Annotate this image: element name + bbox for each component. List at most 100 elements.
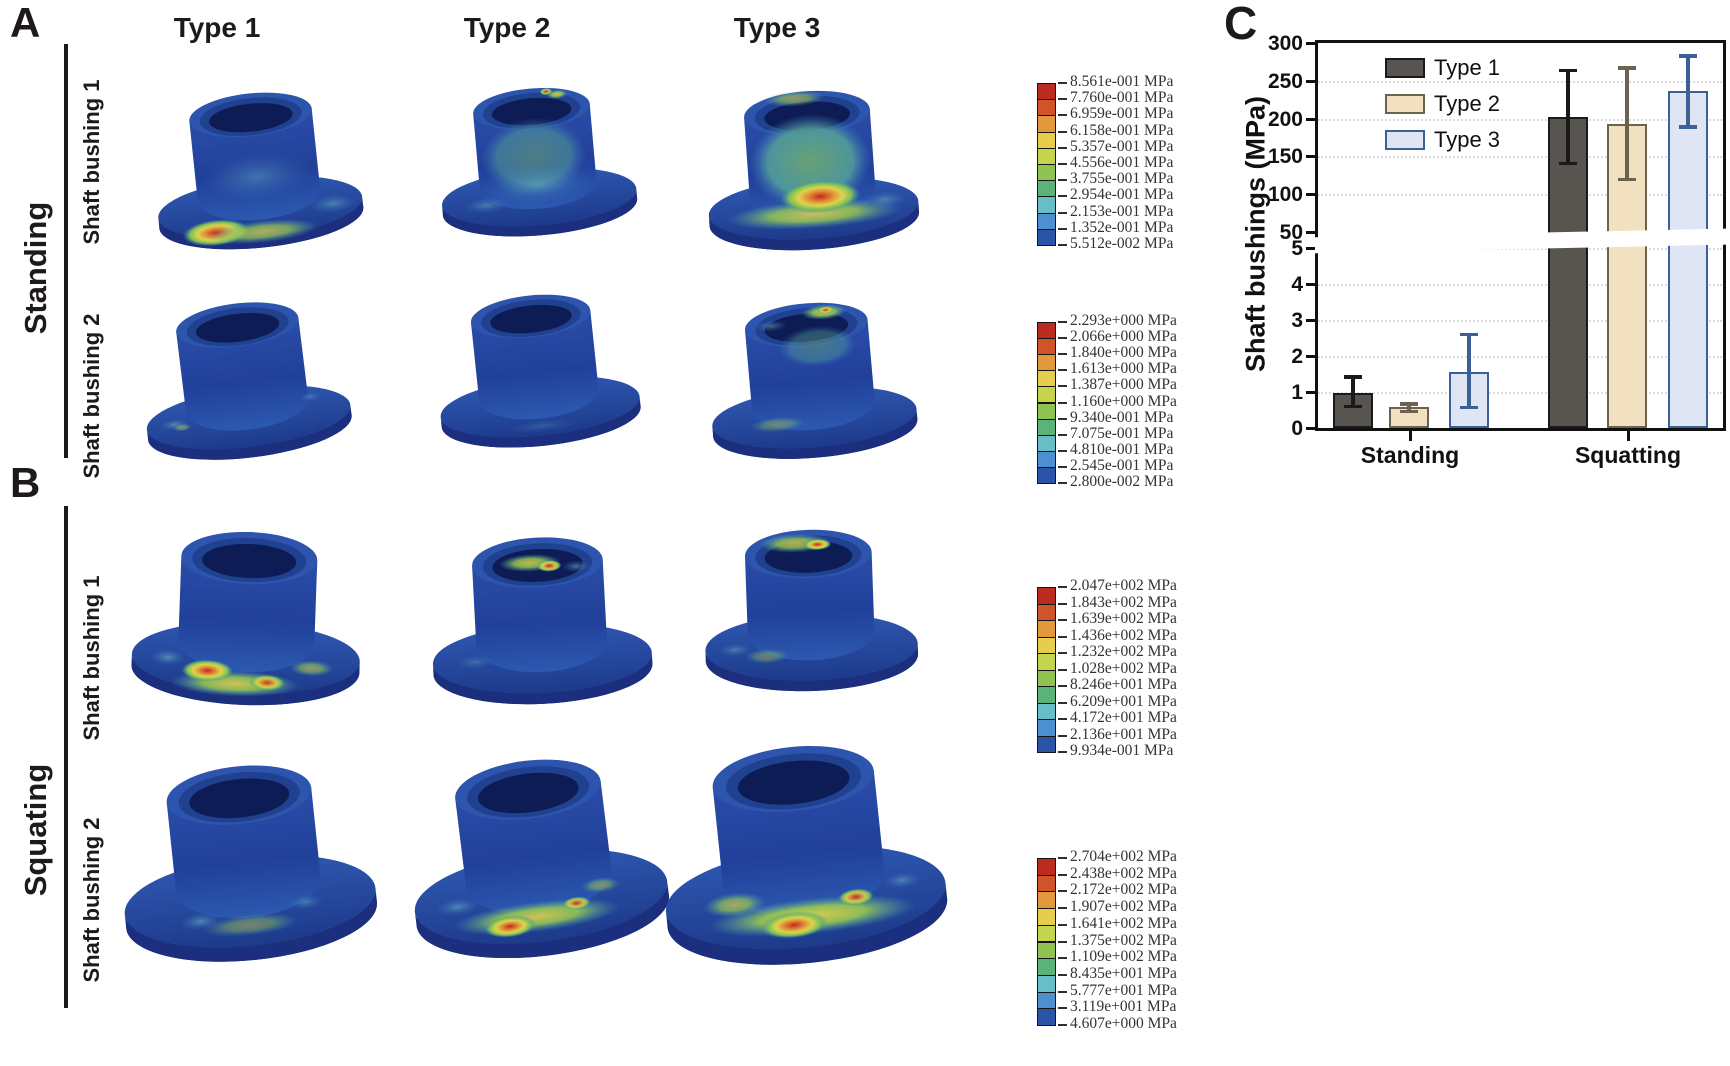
fea-bushing-render (158, 92, 364, 250)
model-squating-bushing2-type3 (645, 712, 955, 974)
chart-gridline (1318, 80, 1722, 83)
model-squating-bushing1-type3 (675, 500, 945, 705)
colorbar-standing-shaft-bushing-1-block (1037, 147, 1056, 165)
colorbar-squating-shaft-bushing-1-block (1037, 702, 1056, 720)
y-tick-label: 250 (1267, 69, 1303, 93)
y-tick-label: 5 (1291, 237, 1303, 260)
colorbar-standing-shaft-bushing-1-block (1037, 83, 1056, 101)
error-bar-squatting-type-3-cap-top (1679, 54, 1697, 58)
column-header-type-2: Type 2 (463, 12, 551, 43)
bar-squatting-type-1 (1548, 117, 1588, 428)
legend-label-type-3: Type 3 (1434, 127, 1501, 152)
panel-b-row-label-1: Shaft bushing 1 (79, 575, 104, 741)
colorbar-standing-shaft-bushing-2-label: 2.545e-001 MPa (1070, 456, 1174, 474)
colorbar-standing-shaft-bushing-1-tick (1058, 130, 1067, 133)
y-tick-label: 4 (1291, 273, 1303, 296)
error-bar-squatting-type-2-cap-bottom (1618, 177, 1636, 182)
colorbar-standing-shaft-bushing-1-block (1037, 228, 1056, 246)
error-bar-squatting-type-1-cap-top (1559, 68, 1577, 73)
colorbar-standing-shaft-bushing-1-block (1037, 180, 1056, 198)
fea-bushing-render (414, 759, 669, 959)
colorbar-standing-shaft-bushing-1-label: 6.158e-001 MPa (1070, 121, 1174, 139)
colorbar-squating-shaft-bushing-2-block (1037, 941, 1056, 960)
colorbar-standing-shaft-bushing-1-block (1037, 99, 1056, 117)
colorbar-standing-shaft-bushing-1-tick (1058, 227, 1067, 230)
y-tick (1306, 79, 1315, 83)
error-bar-standing-type-3 (1467, 334, 1471, 408)
panel-b-marker: B (10, 459, 41, 506)
colorbar-standing-shaft-bushing-1-block (1037, 212, 1056, 230)
colorbar-standing-shaft-bushing-1-label: 2.153e-001 MPa (1070, 202, 1174, 220)
colorbar-standing-shaft-bushing-2-block (1037, 402, 1056, 420)
y-tick (1306, 283, 1315, 286)
y-axis-label: Shaft bushings (MPa) (1240, 96, 1271, 372)
model-standing-bushing1-type1 (130, 55, 380, 260)
y-tick-label: 2 (1291, 345, 1303, 368)
colorbar-squating-shaft-bushing-1-tick (1058, 586, 1067, 588)
colorbar-squating-shaft-bushing-2-label: 8.435e+001 MPa (1070, 964, 1177, 982)
colorbar-standing-shaft-bushing-2-label: 2.066e+000 MPa (1070, 328, 1177, 346)
colorbar-standing-shaft-bushing-1-block (1037, 164, 1056, 182)
error-bar-standing-type-3-cap-bottom (1460, 405, 1478, 410)
legend-label-type-1: Type 1 (1434, 55, 1501, 80)
colorbar-squating-shaft-bushing-2-tick (1058, 940, 1067, 943)
colorbar-standing-shaft-bushing-2-label: 1.160e+000 MPa (1070, 392, 1177, 410)
colorbar-squating-shaft-bushing-2-label: 1.641e+002 MPa (1070, 914, 1177, 932)
colorbar-standing-shaft-bushing-2-label: 1.840e+000 MPa (1070, 344, 1177, 362)
legend-swatch-type-3 (1385, 130, 1425, 150)
x-tick (1626, 431, 1630, 441)
colorbar-squating-shaft-bushing-2-tick (1058, 1007, 1067, 1010)
colorbar-squating-shaft-bushing-2-tick (1058, 907, 1067, 910)
colorbar-squating-shaft-bushing-1-label: 1.639e+002 MPa (1070, 610, 1177, 627)
y-tick (1306, 193, 1315, 197)
colorbar-squating-shaft-bushing-1-block (1037, 735, 1056, 753)
colorbar-squating-shaft-bushing-2-block (1037, 891, 1056, 910)
model-standing-bushing1-type3 (685, 52, 935, 262)
panel-a-marker: A (10, 0, 41, 46)
colorbar-standing-shaft-bushing-2-tick (1058, 369, 1067, 372)
chart-top-spine (1315, 40, 1726, 43)
colorbar-squating-shaft-bushing-1-block (1037, 620, 1056, 638)
colorbar-squating-shaft-bushing-2-block (1037, 924, 1056, 943)
colorbar-squating-shaft-bushing-2-label: 4.607e+000 MPa (1070, 1015, 1177, 1032)
colorbar-standing-shaft-bushing-2-block (1037, 370, 1056, 388)
panel-a-row-label-1: Shaft bushing 1 (79, 79, 104, 245)
fea-bushing-render (712, 302, 918, 459)
colorbar-squating-shaft-bushing-1-label: 2.136e+001 MPa (1070, 725, 1177, 743)
colorbar-squating-shaft-bushing-2-block (1037, 974, 1056, 993)
colorbar-standing-shaft-bushing-2-block (1037, 338, 1056, 356)
colorbar-squating-shaft-bushing-1-tick (1058, 685, 1067, 687)
colorbar-standing-shaft-bushing-2-label: 2.800e-002 MPa (1070, 473, 1174, 490)
y-tick (1306, 391, 1315, 394)
colorbar-squating-shaft-bushing-2-block (1037, 1008, 1056, 1026)
colorbar-standing-shaft-bushing-1-block (1037, 131, 1056, 149)
colorbar-squating-shaft-bushing-2-label: 1.109e+002 MPa (1070, 948, 1177, 966)
colorbar-standing-shaft-bushing-2-label: 1.613e+000 MPa (1070, 360, 1177, 378)
chart-gridline (1318, 118, 1722, 121)
colorbar-standing-shaft-bushing-2-tick (1058, 385, 1067, 388)
colorbar-standing-shaft-bushing-2-tick (1058, 482, 1067, 484)
model-squating-bushing2-type1 (105, 735, 385, 970)
model-squating-bushing1-type2 (415, 500, 665, 725)
panel-b-row-label-2: Shaft bushing 2 (79, 817, 104, 983)
fea-bushing-render (440, 294, 641, 448)
colorbar-standing-shaft-bushing-1-tick (1058, 211, 1067, 214)
error-bar-standing-type-1 (1351, 376, 1355, 407)
colorbar-standing-shaft-bushing-1-label: 5.512e-002 MPa (1070, 235, 1174, 252)
colorbar-squating-shaft-bushing-1-label: 2.047e+002 MPa (1070, 577, 1177, 594)
colorbar-squating-shaft-bushing-2-label: 2.172e+002 MPa (1070, 881, 1177, 899)
colorbar-standing-shaft-bushing-1-tick (1058, 82, 1067, 84)
y-tick (1306, 42, 1315, 45)
colorbar-squating-shaft-bushing-2-block (1037, 874, 1056, 893)
chart-gridline (1318, 320, 1722, 322)
fea-bushing-render (705, 529, 919, 692)
fea-bushing-render (432, 537, 653, 705)
colorbar-squating-shaft-bushing-1-label: 6.209e+001 MPa (1070, 692, 1177, 710)
colorbar-squating-shaft-bushing-1-label: 9.934e-001 MPa (1070, 742, 1174, 759)
colorbar-squating-shaft-bushing-1-tick (1058, 734, 1067, 737)
legend-swatch-type-2 (1385, 94, 1425, 114)
colorbar-standing-shaft-bushing-1-tick (1058, 179, 1067, 182)
colorbar-squating-shaft-bushing-2-tick (1058, 873, 1067, 876)
colorbar-standing-shaft-bushing-1-block (1037, 196, 1056, 214)
colorbar-squating-shaft-bushing-1-block (1037, 587, 1056, 605)
